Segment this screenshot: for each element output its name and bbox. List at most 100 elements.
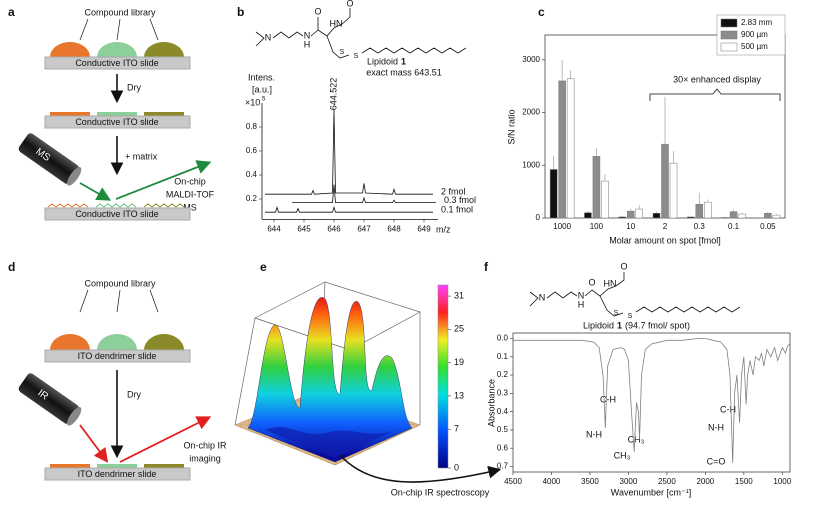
arrow bbox=[115, 160, 212, 200]
y-tick-label: 0.1 bbox=[497, 352, 509, 361]
spectrum-line bbox=[265, 108, 433, 195]
atom: O bbox=[620, 261, 627, 271]
y-tick-label: 2000 bbox=[522, 108, 540, 117]
atom: S bbox=[614, 310, 619, 317]
x-tick-label: 0.05 bbox=[760, 222, 776, 231]
atom: O bbox=[314, 6, 321, 16]
matrix-crystals bbox=[47, 203, 89, 208]
compound-dome bbox=[50, 334, 90, 350]
result-label: On-chip bbox=[174, 176, 206, 186]
legend-label: 900 µm bbox=[741, 30, 768, 39]
peak-annotation: C=O bbox=[707, 456, 726, 466]
y-title: Absorbance bbox=[486, 379, 496, 427]
compound-dome bbox=[144, 334, 184, 350]
panel-label: f bbox=[484, 260, 489, 274]
peak-annotation: C-H bbox=[600, 394, 616, 404]
peak-label: 644.522 bbox=[328, 78, 338, 111]
trace-label: 0.1 fmol bbox=[441, 205, 473, 215]
bar bbox=[618, 216, 626, 219]
peak-annotation: C-H bbox=[720, 404, 736, 414]
slide-label: Conductive ITO slide bbox=[75, 117, 158, 127]
compound-dome bbox=[144, 42, 184, 57]
colorbar-tick-label: 7 bbox=[454, 424, 459, 434]
arrow bbox=[79, 424, 109, 463]
slide bbox=[44, 349, 191, 363]
x-tick-label: 100 bbox=[590, 222, 604, 231]
bond bbox=[529, 291, 539, 307]
atom: O bbox=[588, 277, 595, 287]
compound-name: Lipidoid bbox=[367, 56, 398, 66]
bond bbox=[635, 306, 741, 313]
spectrum-line bbox=[292, 184, 436, 203]
panel-d: d Compound library ITO dendrimer slide D… bbox=[8, 260, 227, 481]
legend-label: 2.83 mm bbox=[741, 18, 772, 27]
x-tick-label: 3500 bbox=[581, 477, 599, 486]
compound-dome bbox=[97, 42, 137, 57]
bar bbox=[584, 212, 592, 219]
step-label: Dry bbox=[127, 389, 141, 399]
x-tick-label: 4000 bbox=[543, 477, 561, 486]
x-tick-label: 0.1 bbox=[728, 222, 740, 231]
spectrum-line bbox=[265, 206, 433, 213]
compound-number: 1 bbox=[617, 320, 622, 330]
surface-base bbox=[265, 427, 395, 458]
compound-dome bbox=[97, 334, 137, 350]
peak-annotation: CH₃ bbox=[628, 434, 645, 444]
plot-frame bbox=[512, 332, 791, 473]
y-tick-label: 3000 bbox=[522, 55, 540, 64]
slide bbox=[44, 207, 191, 221]
atom: H bbox=[304, 39, 311, 49]
library-label: Compound library bbox=[84, 278, 156, 288]
x-tick-label: 2500 bbox=[658, 477, 676, 486]
result-label: On-chip IR bbox=[183, 440, 227, 450]
x-tick-label: 0.3 bbox=[694, 222, 706, 231]
bond bbox=[317, 29, 350, 59]
caption: On-chip IR spectroscopy bbox=[391, 487, 490, 497]
panel-b: b N N H O HN O S S Lipidoid 1 exact mass… bbox=[237, 0, 467, 234]
y-scale: ×10 bbox=[245, 97, 260, 107]
bar bbox=[558, 80, 566, 219]
colorbar-tick-label: 0 bbox=[454, 462, 459, 472]
caption: (94.7 fmol/ spot) bbox=[625, 320, 690, 330]
x-tick-label: 2000 bbox=[696, 477, 714, 486]
bar bbox=[721, 217, 729, 219]
slide-label: Conductive ITO slide bbox=[75, 209, 158, 219]
result-label: MS bbox=[183, 202, 197, 212]
y-title: [a.u.] bbox=[252, 84, 272, 94]
legend-swatch bbox=[720, 42, 738, 52]
atom: O bbox=[346, 0, 353, 8]
x-tick-label: 644 bbox=[267, 225, 281, 234]
legend-swatch bbox=[720, 18, 738, 28]
y-tick-label: 0.2 bbox=[497, 370, 509, 379]
colorbar-tick-label: 31 bbox=[454, 290, 464, 300]
bar bbox=[695, 204, 704, 219]
x-title: Wavenumber [cm⁻¹] bbox=[611, 487, 691, 497]
x-tick-label: 648 bbox=[387, 225, 401, 234]
panel-e: e On-chip IR spectroscopy bbox=[234, 260, 502, 497]
x-tick-label: 10 bbox=[626, 222, 635, 231]
y-title: S/N ratio bbox=[506, 109, 516, 144]
panel-label: e bbox=[260, 260, 267, 274]
atom: S bbox=[340, 49, 345, 56]
slide bbox=[44, 467, 191, 481]
atom: S bbox=[628, 313, 633, 320]
y-tick-label: 0.5 bbox=[497, 425, 509, 434]
bond bbox=[584, 289, 624, 317]
bond bbox=[310, 17, 319, 37]
y-title: Intens. bbox=[248, 72, 275, 82]
compound-dome bbox=[50, 42, 90, 57]
atom: N bbox=[578, 290, 585, 300]
slide-label: Conductive ITO slide bbox=[75, 58, 158, 68]
slide bbox=[44, 56, 191, 70]
y-tick-label: 0 bbox=[536, 213, 541, 222]
slide-label: ITO dendrimer slide bbox=[78, 469, 157, 479]
x-tick-label: 2 bbox=[663, 222, 668, 231]
trace-label: 0.3 fmol bbox=[444, 195, 476, 205]
leader-lines bbox=[79, 289, 159, 313]
peak-annotation: N-H bbox=[708, 422, 724, 432]
y-tick-label: 1000 bbox=[522, 160, 540, 169]
x-title: Molar amount on spot [fmol] bbox=[609, 235, 721, 245]
y-tick-label: 0.4 bbox=[246, 170, 258, 179]
bar bbox=[738, 213, 746, 219]
